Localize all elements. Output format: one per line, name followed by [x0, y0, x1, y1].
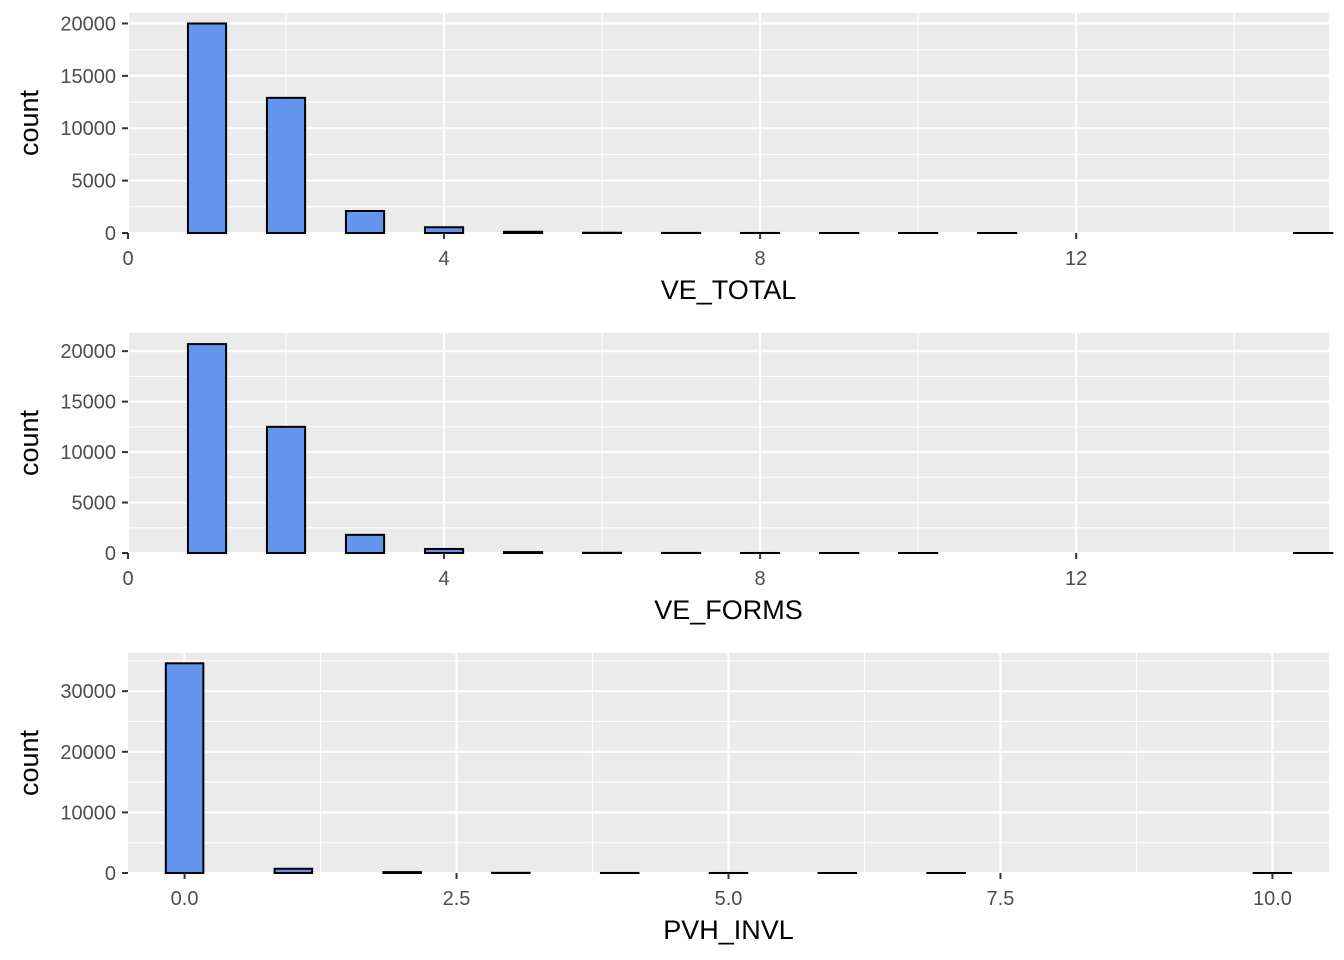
ve-total-y-tick-label: 5000 — [72, 171, 117, 193]
ve-forms-y-tick-label: 0 — [105, 543, 116, 565]
pvh-invl-x-tick-label: 0.0 — [171, 888, 199, 910]
ve-forms-x-tick-label: 8 — [755, 568, 766, 590]
ve-total-histogram: 0 4 8 12 0 5000 10000 15000 20000 VE_TOTAL count — [14, 13, 1334, 305]
pvh-invl-x-axis-title: PVH_INVL — [663, 915, 794, 945]
ve-total-x-tick-label: 12 — [1065, 248, 1087, 270]
pvh-invl-y-tick-label: 30000 — [60, 681, 116, 703]
ve-total-y-tick-label: 10000 — [60, 118, 116, 140]
ve-total-histogram-bar — [186, 22, 228, 234]
pvh-invl-y-tick-label: 20000 — [60, 742, 116, 764]
ve-forms-histogram-bar — [344, 533, 386, 554]
pvh-invl-histogram-bar — [164, 662, 205, 875]
ve-total-y-tick-label: 0 — [105, 223, 116, 245]
ve-forms-x-tick-label: 12 — [1065, 568, 1087, 590]
ve-forms-x-tick-label: 4 — [438, 568, 449, 590]
pvh-invl-x-tick-label: 10.0 — [1253, 888, 1292, 910]
ve-forms-histogram-bar — [186, 343, 228, 554]
ve-forms-histogram-bar — [502, 551, 544, 554]
ve-total-panel-background — [128, 13, 1329, 233]
pvh-invl-x-tick-label: 5.0 — [715, 888, 743, 910]
ve-total-x-tick-label: 0 — [122, 248, 133, 270]
ve-total-x-tick-label: 8 — [755, 248, 766, 270]
ve-total-histogram-bar — [344, 210, 386, 234]
pvh-invl-y-tick-label: 10000 — [60, 802, 116, 824]
ve-forms-histogram-bar — [265, 425, 307, 554]
ve-forms-histogram-bar — [423, 547, 465, 555]
ve-forms-x-axis-title: VE_FORMS — [654, 595, 803, 625]
ve-forms-y-tick-label: 15000 — [60, 392, 116, 414]
ve-total-histogram-bar — [423, 226, 465, 235]
ve-total-y-tick-label: 15000 — [60, 66, 116, 88]
ve-forms-x-tick-label: 0 — [122, 568, 133, 590]
ve-total-histogram-bar — [265, 96, 307, 234]
ve-forms-y-tick-label: 10000 — [60, 442, 116, 464]
ve-total-y-tick-label: 20000 — [60, 13, 116, 35]
pvh-invl-histogram: 0.0 2.5 5.0 7.5 10.0 0 10000 20000 30000 PVH_INVL… — [14, 653, 1329, 945]
ve-total-x-axis-title: VE_TOTAL — [661, 275, 797, 305]
pvh-invl-y-tick-label: 0 — [105, 863, 116, 885]
ve-forms-y-tick-label: 5000 — [72, 493, 117, 515]
ve-forms-y-tick-label: 20000 — [60, 341, 116, 363]
pvh-invl-y-axis-title: count — [14, 729, 44, 796]
ve-total-x-tick-label: 4 — [438, 248, 449, 270]
pvh-invl-x-tick-label: 2.5 — [443, 888, 471, 910]
ve-total-histogram-bar — [502, 230, 544, 235]
ve-forms-histogram: 0 4 8 12 0 5000 10000 15000 20000 VE_FORMS count — [14, 333, 1334, 625]
pvh-invl-histogram-bar — [382, 871, 422, 874]
ve-total-y-axis-title: count — [14, 89, 44, 156]
ve-forms-y-axis-title: count — [14, 409, 44, 476]
pvh-invl-x-tick-label: 7.5 — [987, 888, 1015, 910]
pvh-invl-histogram-bar — [273, 867, 314, 874]
ve-forms-panel-background — [128, 333, 1329, 553]
